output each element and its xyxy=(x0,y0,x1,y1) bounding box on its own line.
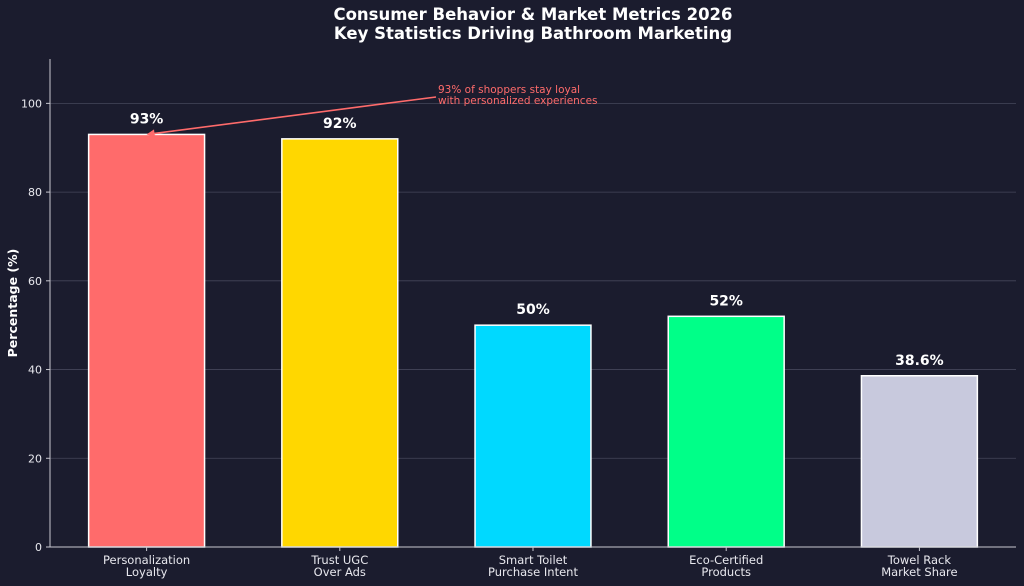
x-tick-label-3-0: Eco-Certified xyxy=(689,553,763,567)
y-ticks: 0 20 40 60 80 100 xyxy=(21,97,50,554)
bar-2 xyxy=(474,324,592,548)
value-label-1: 92% xyxy=(323,116,357,132)
x-tick-label-0-0: Personalization xyxy=(103,553,190,567)
chart-title-line-1: Consumer Behavior & Market Metrics 2026 xyxy=(333,5,732,24)
x-tick-label-0-1: Loyalty xyxy=(126,565,168,579)
value-labels: 93% 92% 50% 52% 38.6% xyxy=(130,111,944,368)
gridlines xyxy=(50,102,1016,459)
bar-4 xyxy=(860,375,979,548)
x-tick-label-3-1: Products xyxy=(701,565,751,579)
x-tick-label-4-0: Towel Rack xyxy=(887,553,952,567)
value-label-2: 50% xyxy=(516,302,550,318)
annotation: 93% of shoppers stay loyal with personal… xyxy=(146,84,598,138)
y-tick-label-100: 100 xyxy=(21,97,42,110)
chart-title: Consumer Behavior & Market Metrics 2026 … xyxy=(333,5,732,43)
x-tick-label-2-1: Purchase Intent xyxy=(488,565,578,579)
y-tick-label-80: 80 xyxy=(28,186,42,199)
y-tick-label-20: 20 xyxy=(28,452,42,465)
x-tick-label-4-1: Market Share xyxy=(881,565,957,579)
annotation-line-1: 93% of shoppers stay loyal xyxy=(438,84,580,96)
x-tick-label-1-1: Over Ads xyxy=(314,565,366,579)
x-tick-label-2-0: Smart Toilet xyxy=(499,553,568,567)
bar-1 xyxy=(281,138,399,548)
bars xyxy=(87,133,979,548)
x-tick-label-1-0: Trust UGC xyxy=(310,553,368,567)
bar-0 xyxy=(87,133,206,548)
annotation-arrow-head xyxy=(146,129,156,138)
y-axis-label: Percentage (%) xyxy=(5,249,20,358)
bar-3 xyxy=(667,315,785,548)
y-tick-label-0: 0 xyxy=(35,541,42,554)
y-tick-label-60: 60 xyxy=(28,275,42,288)
chart-title-line-2: Key Statistics Driving Bathroom Marketin… xyxy=(334,24,732,43)
y-tick-label-40: 40 xyxy=(28,364,42,377)
value-label-0: 93% xyxy=(130,111,164,127)
annotation-line-2: with personalized experiences xyxy=(438,95,598,107)
annotation-arrow-line xyxy=(150,96,437,135)
value-label-3: 52% xyxy=(709,293,743,309)
value-label-4: 38.6% xyxy=(895,353,944,369)
